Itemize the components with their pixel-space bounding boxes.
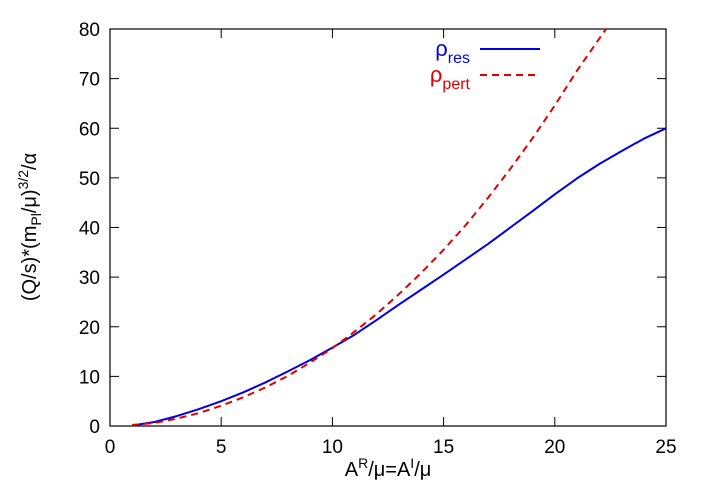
y-tick-label: 80	[79, 20, 100, 41]
y-axis-label-sub: Pl	[28, 213, 44, 225]
x-axis-label-sup1: R	[358, 455, 368, 471]
y-tick-label: 40	[79, 219, 100, 240]
series-line-pert	[132, 28, 607, 426]
legend-label-base: ρ	[435, 36, 448, 61]
series-layer	[132, 28, 667, 427]
x-axis-label-base: A	[345, 459, 359, 481]
y-axis-label-mid: /μ)	[19, 189, 41, 213]
y-axis-label: (Q/s)*(mPl/μ)3/2/α	[15, 153, 44, 301]
legend-label-sub: res	[448, 50, 470, 67]
y-tick-label: 10	[79, 367, 100, 388]
legend-label-res: ρres	[435, 36, 470, 67]
y-tick-label: 20	[79, 318, 100, 339]
series-line-res	[132, 127, 667, 427]
y-tick-label: 0	[89, 417, 100, 438]
plot-frame	[109, 28, 667, 427]
x-tick-label: 20	[544, 437, 565, 458]
x-tick-label: 0	[105, 437, 116, 458]
x-axis-label-end: /μ	[414, 459, 431, 481]
x-axis-label-sup2: I	[410, 455, 414, 471]
axis-ticks: 0 5 10 15 20 25 0 10 20 30 40 50 60 70 80	[79, 20, 677, 458]
legend-label-base: ρ	[430, 62, 443, 87]
x-tick-label: 15	[433, 437, 454, 458]
x-tick-label: 25	[655, 437, 676, 458]
y-tick-label: 60	[79, 119, 100, 140]
y-tick-label: 30	[79, 268, 100, 289]
y-axis-label-end: /α	[19, 153, 41, 170]
y-axis-label-sup: 3/2	[15, 170, 31, 190]
legend-label-pert: ρpert	[430, 62, 471, 93]
legend-label-sub: pert	[442, 76, 470, 93]
x-tick-label: 5	[216, 437, 227, 458]
y-tick-label: 70	[79, 70, 100, 91]
x-axis-label: AR/μ=AI/μ	[345, 455, 432, 481]
x-tick-label: 10	[322, 437, 343, 458]
y-tick-label: 50	[79, 169, 100, 190]
x-axis-label-mid: /μ=A	[368, 459, 411, 481]
y-axis-label-base: (Q/s)*(m	[19, 226, 41, 302]
